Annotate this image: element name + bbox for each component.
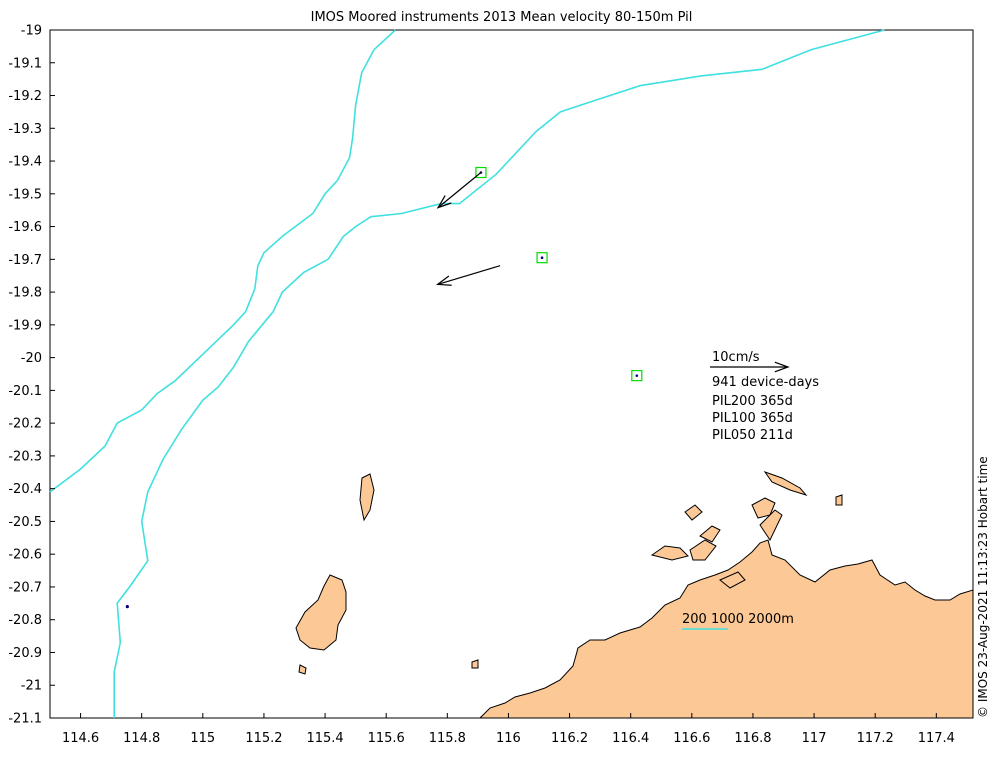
y-tick-label: -20.1 (8, 384, 42, 399)
x-tick-label: 115.2 (245, 731, 282, 746)
island-7 (759, 509, 783, 542)
island-8 (719, 571, 746, 589)
x-tick-label: 116.4 (612, 731, 649, 746)
scale-arrow-head (774, 361, 790, 373)
barrow-island (295, 574, 347, 651)
x-tick-label: 114.6 (62, 731, 99, 746)
y-tick-label: -20.5 (8, 515, 42, 530)
y-tick-label: -20 (21, 351, 42, 366)
x-tick-label: 115.4 (306, 731, 343, 746)
x-tick-label: 116.2 (551, 731, 588, 746)
x-tick-label: 116.6 (673, 731, 710, 746)
y-tick-label: -20.9 (8, 646, 42, 661)
x-tick-label: 114.8 (123, 731, 160, 746)
mooring-pil100-arrow-shaft (437, 265, 501, 285)
x-tick-label: 117 (802, 731, 827, 746)
y-tick-label: -19.5 (8, 187, 42, 202)
y-tick-label: -19.8 (8, 286, 42, 301)
isobath-line-1000m (113, 29, 885, 718)
y-tick-label: -21.1 (8, 712, 42, 727)
y-tick-label: -21 (21, 679, 42, 694)
y-axis: -19 -19.1 -19.2 -19.3 -19.4 -19.5 -19.6 -19.7 -1… (8, 24, 55, 727)
island-5 (763, 471, 808, 496)
island-6 (751, 497, 776, 519)
y-tick-label: -19.9 (8, 318, 42, 333)
y-tick-label: -19.7 (8, 253, 42, 268)
mooring-pil200-arrow-shaft (437, 172, 482, 209)
island-3 (699, 525, 721, 543)
y-tick-label: -20.8 (8, 613, 42, 628)
y-tick-label: -20.4 (8, 482, 42, 497)
isobath-legend-label: 200 1000 2000m (682, 612, 794, 627)
marker-dot (125, 605, 129, 609)
x-tick-label: 115 (190, 731, 215, 746)
island-4 (684, 504, 703, 521)
y-tick-label: -19.4 (8, 155, 42, 170)
y-tick-label: -20.6 (8, 548, 42, 563)
x-tick-label: 115.8 (429, 731, 466, 746)
island-9 (359, 473, 375, 522)
y-tick-label: -19.6 (8, 220, 42, 235)
y-tick-label: -19.2 (8, 89, 42, 104)
x-tick-label: 117.2 (857, 731, 894, 746)
legend-layer (682, 361, 790, 630)
x-tick-label: 117.4 (918, 731, 955, 746)
mooring-label-pil200: PIL200 365d (712, 394, 793, 409)
mooring-pil100-box (536, 252, 548, 264)
mooring-pil050-dot (635, 374, 639, 377)
y-tick-label: -19.1 (8, 56, 42, 71)
y-tick-label: -19.3 (8, 122, 42, 137)
copyright-note: © IMOS 23-Aug-2021 11:13:23 Hobart time (976, 456, 990, 718)
y-tick-label: -19 (21, 24, 42, 39)
x-tick-label: 116.8 (734, 731, 771, 746)
mooring-pil200-box (475, 166, 487, 179)
isobath-line-200m (49, 29, 396, 493)
y-tick-label: -20.7 (8, 580, 42, 595)
island-1 (650, 545, 689, 561)
island-12 (835, 494, 843, 506)
mooring-pil100-dot (540, 256, 544, 259)
island-11 (298, 664, 307, 675)
y-tick-label: -20.3 (8, 449, 42, 464)
x-axis: 114.6 114.8 115 115.2 115.4 115.6 115.8 116 116.… (62, 713, 955, 746)
map-title: IMOS Moored instruments 2013 Mean veloci… (310, 10, 693, 25)
x-tick-label: 116 (496, 731, 521, 746)
mooring-label-pil050: PIL050 211d (712, 428, 793, 443)
island-10 (471, 659, 479, 669)
island-2 (689, 539, 717, 561)
x-tick-label: 115.6 (368, 731, 405, 746)
scale-label: 10cm/s (712, 350, 760, 365)
y-tick-label: -20.2 (8, 417, 42, 432)
mooring-label-pil100: PIL100 365d (712, 411, 793, 426)
isobath-layer (49, 29, 885, 718)
mooring-pil200-arrow-head (436, 195, 452, 209)
mooring-pil050-box (631, 370, 643, 382)
mooring-layer (435, 166, 643, 382)
mooring-pil100-arrow-head (435, 275, 452, 286)
device-days-label: 941 device-days (712, 375, 820, 390)
